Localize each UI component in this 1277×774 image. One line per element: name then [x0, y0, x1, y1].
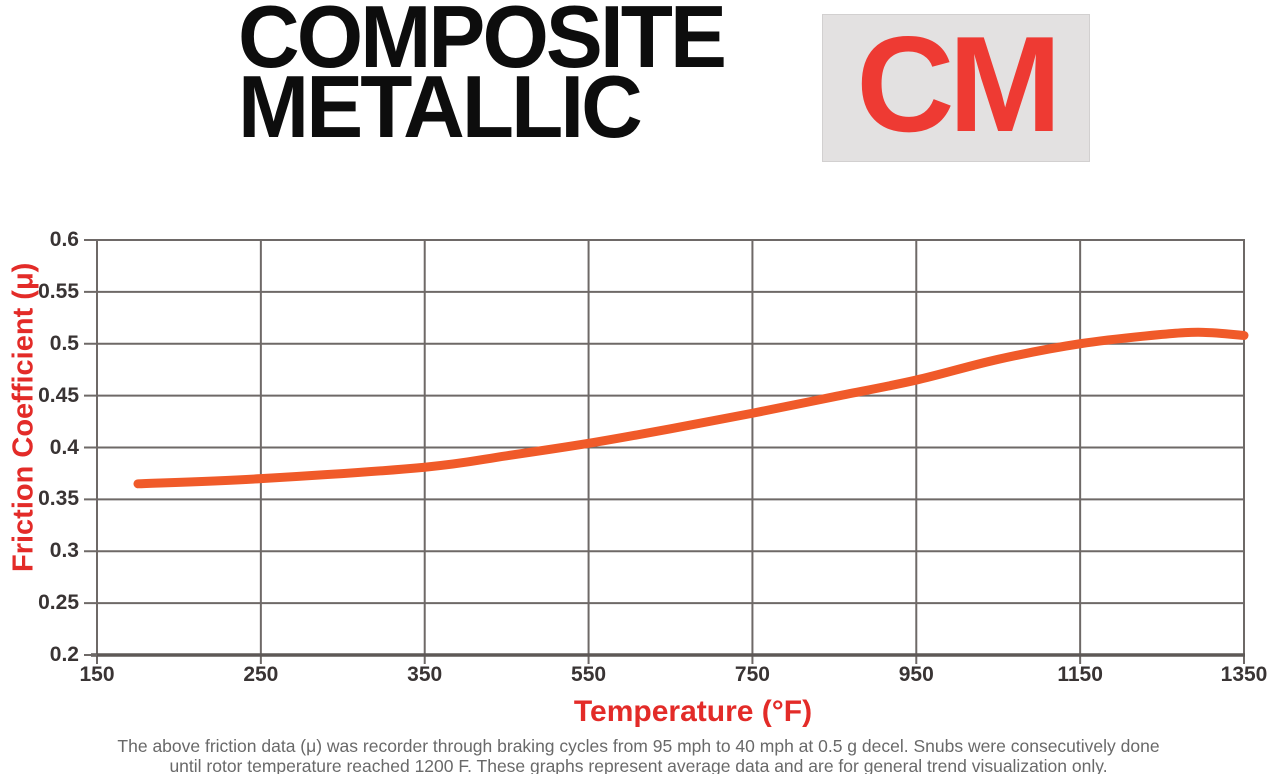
- x-tick-label: 350: [407, 663, 443, 686]
- page-title-line2: METALLIC: [238, 57, 643, 156]
- y-tick-label: 0.55: [38, 279, 79, 303]
- y-tick-label: 0.5: [49, 331, 79, 355]
- x-tick-label: 150: [79, 663, 115, 686]
- page-title-line1: COMPOSITE: [238, 0, 727, 86]
- footnote-line2: until rotor temperature reached 1200 F. …: [169, 755, 1108, 774]
- cm-badge: CM: [822, 14, 1090, 162]
- x-tick-label: 1350: [1220, 663, 1268, 686]
- friction-curve: [133, 327, 1249, 489]
- x-axis-title: Temperature (°F): [573, 695, 813, 728]
- y-tick-label: 0.3: [49, 539, 79, 563]
- y-tick-label: 0.2: [49, 643, 79, 666]
- y-tick-label: 0.35: [38, 487, 79, 511]
- x-tick-label: 1150: [1057, 663, 1103, 686]
- cm-badge-label: CM: [856, 8, 1062, 160]
- x-tick-label: 750: [734, 663, 770, 686]
- page-title: COMPOSITE METALLIC: [238, 0, 739, 156]
- y-tick-label: 0.4: [49, 435, 79, 459]
- footnote: The above friction data (μ) was recorder…: [0, 736, 1277, 774]
- x-tick-label: 950: [898, 663, 934, 686]
- y-tick-label: 0.45: [38, 383, 79, 407]
- x-tick-label: 250: [243, 663, 279, 686]
- y-tick-label: 0.25: [38, 591, 79, 615]
- footnote-line1: The above friction data (μ) was recorder…: [117, 736, 1160, 756]
- y-tick-label: 0.6: [49, 228, 79, 251]
- x-tick-label: 550: [571, 663, 607, 686]
